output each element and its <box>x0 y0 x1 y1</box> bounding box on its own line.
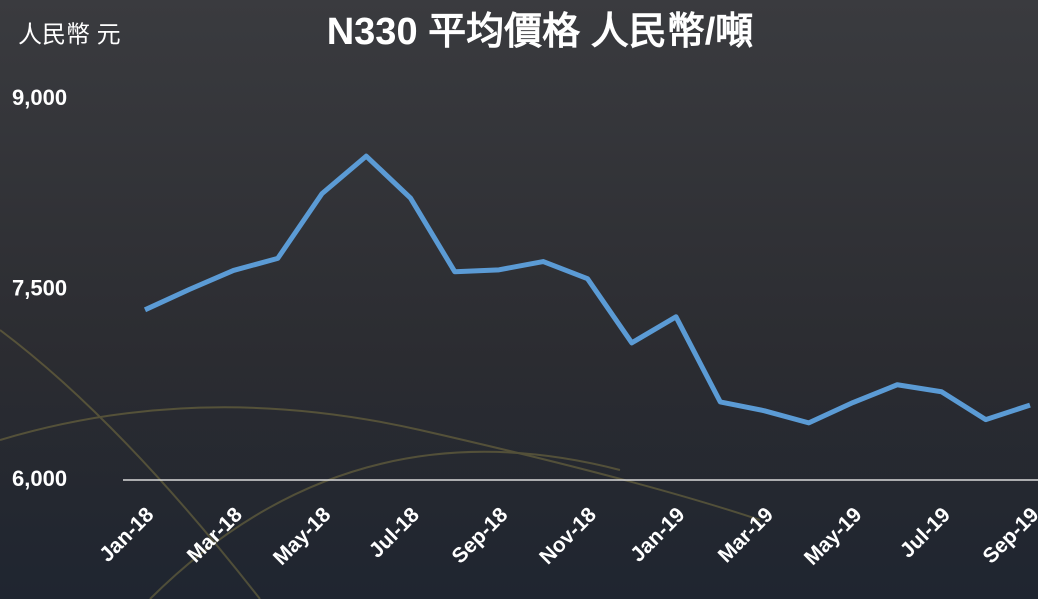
chart-title: N330 平均價格 人民幣/噸 <box>327 11 754 53</box>
y-tick-label: 9,000 <box>12 85 67 110</box>
background <box>0 0 1038 599</box>
y-tick-label: 7,500 <box>12 275 67 300</box>
y-tick-label: 6,000 <box>12 466 67 491</box>
y-axis-label: 人民幣 元 <box>18 21 121 48</box>
page: 人民幣 元 N330 平均價格 人民幣/噸 6,0007,5009,000Jan… <box>0 0 1038 599</box>
chart: 人民幣 元 N330 平均價格 人民幣/噸 6,0007,5009,000Jan… <box>0 0 1038 599</box>
